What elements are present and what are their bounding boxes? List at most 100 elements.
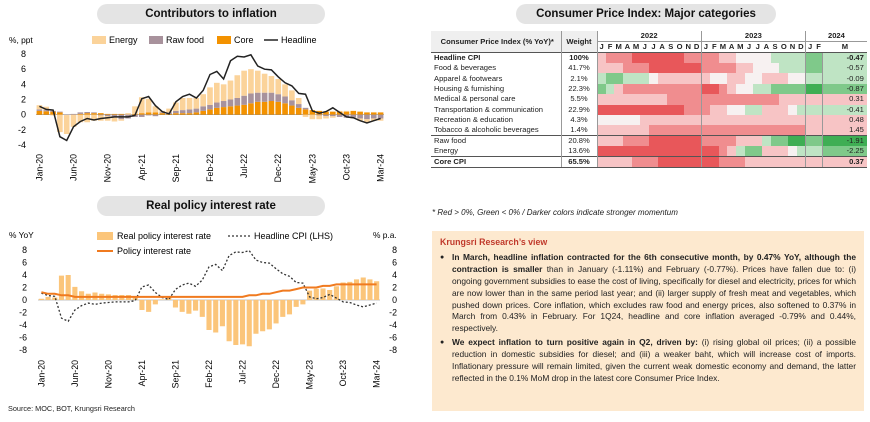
row-weight: 41.7%	[560, 63, 598, 74]
row-latest-value: -0.87	[822, 83, 867, 95]
heat-cell	[675, 156, 684, 169]
heat-cell	[605, 156, 615, 169]
c2-ytick-left: 4	[22, 270, 27, 280]
heat-cell	[692, 114, 702, 126]
row-latest-value: -0.09	[822, 73, 867, 84]
heat-cell	[675, 135, 684, 147]
c1-bar-core	[330, 111, 336, 115]
c1-bar-core	[302, 109, 309, 115]
c2-bar-real-rate	[213, 300, 219, 333]
c2-bar-real-rate	[260, 300, 266, 332]
heat-cell	[605, 104, 615, 115]
heat-cell	[718, 63, 728, 74]
c2-bar-real-rate	[340, 282, 346, 300]
heat-cell	[805, 83, 815, 95]
heat-cell	[692, 156, 702, 169]
c1-bar-core	[370, 112, 377, 115]
month-header: A	[762, 41, 771, 53]
c2-ytick-right: -2	[389, 308, 397, 318]
heat-cell	[640, 146, 650, 157]
c1-bar-raw-food	[268, 92, 275, 102]
c1-bar-core	[207, 109, 213, 115]
c2-bar-real-rate	[333, 286, 339, 300]
heat-cell	[640, 52, 650, 63]
heat-cell	[762, 52, 771, 63]
c1-bar-core	[84, 113, 90, 115]
c2-bar-real-rate	[307, 290, 313, 300]
heat-cell	[683, 156, 693, 169]
heat-cell	[727, 114, 736, 126]
heat-cell	[700, 63, 710, 74]
c1-bar-raw-food	[214, 102, 220, 108]
heat-cell	[779, 125, 789, 136]
heat-cell	[814, 125, 823, 136]
view-title: Krungsri Research’s view	[440, 237, 548, 247]
c1-bar-raw-food	[357, 114, 363, 119]
heat-cell	[727, 146, 736, 157]
heat-cell	[649, 94, 658, 105]
c1-bar-energy	[193, 97, 200, 109]
c1-bar-core	[111, 113, 118, 115]
c2-bar-real-rate	[132, 296, 138, 300]
heat-cell	[623, 63, 632, 74]
heat-cell	[736, 114, 745, 126]
c2-ytick-right: -8	[389, 345, 397, 355]
heat-cell	[700, 135, 710, 147]
heat-cell	[605, 63, 615, 74]
c2-ytick-right: 8	[392, 245, 397, 255]
heat-cell	[762, 63, 771, 74]
heat-cell	[796, 114, 806, 126]
heat-cell	[753, 156, 763, 169]
c1-legend-swatch	[149, 36, 163, 44]
heat-cell	[805, 52, 815, 63]
heat-cell	[805, 156, 815, 169]
month-header: A	[623, 41, 632, 53]
c1-bar-energy	[63, 115, 70, 135]
c2-bar-real-rate	[266, 300, 272, 330]
heat-cell	[718, 104, 728, 115]
heat-cell	[683, 94, 693, 105]
heat-cell	[657, 156, 667, 169]
month-header: J	[640, 41, 650, 53]
c2-legend-label: Headline CPI (LHS)	[254, 231, 333, 241]
heat-cell	[623, 104, 632, 115]
c1-bar-core	[145, 112, 152, 115]
heat-cell	[709, 156, 719, 169]
c2-bar-real-rate	[374, 281, 380, 300]
month-header: O	[779, 41, 789, 53]
c1-bar-raw-food	[186, 109, 193, 114]
row-weight: 2.1%	[560, 73, 598, 84]
heat-cell	[779, 63, 789, 74]
c2-xtick: Dec-22	[271, 360, 281, 388]
month-header: O	[675, 41, 684, 53]
c1-bar-core	[254, 101, 261, 115]
chart2-unit-right: % p.a.	[373, 230, 397, 240]
row-latest-value: 0.48	[822, 114, 867, 126]
heat-cell	[605, 114, 615, 126]
heat-cell	[762, 146, 771, 157]
heat-cell	[744, 52, 754, 63]
c1-bar-energy	[145, 98, 152, 113]
view-point-1-lead: In March, headline inflation contracted …	[452, 251, 856, 274]
chart1-unit: %, ppt	[9, 35, 33, 45]
c2-bar-real-rate	[360, 277, 366, 300]
c1-bar-core	[268, 101, 275, 115]
heat-cell	[779, 135, 789, 147]
c1-xtick: Oct-23	[341, 154, 351, 181]
heat-cell	[640, 73, 650, 84]
heat-cell	[640, 156, 650, 169]
heat-cell	[736, 63, 745, 74]
heat-cell	[744, 73, 754, 84]
c1-ytick: 6	[21, 64, 26, 74]
heat-cell	[666, 125, 676, 136]
heat-cell	[666, 94, 676, 105]
row-category: Medical & personal care	[434, 94, 516, 104]
heat-cell	[623, 114, 632, 126]
heat-cell	[762, 94, 771, 105]
c1-legend-label: Energy	[109, 35, 138, 45]
month-header: F	[605, 41, 615, 53]
heat-cell	[736, 83, 745, 95]
c1-bar-energy	[152, 106, 159, 113]
c1-ytick: -2	[18, 125, 26, 135]
